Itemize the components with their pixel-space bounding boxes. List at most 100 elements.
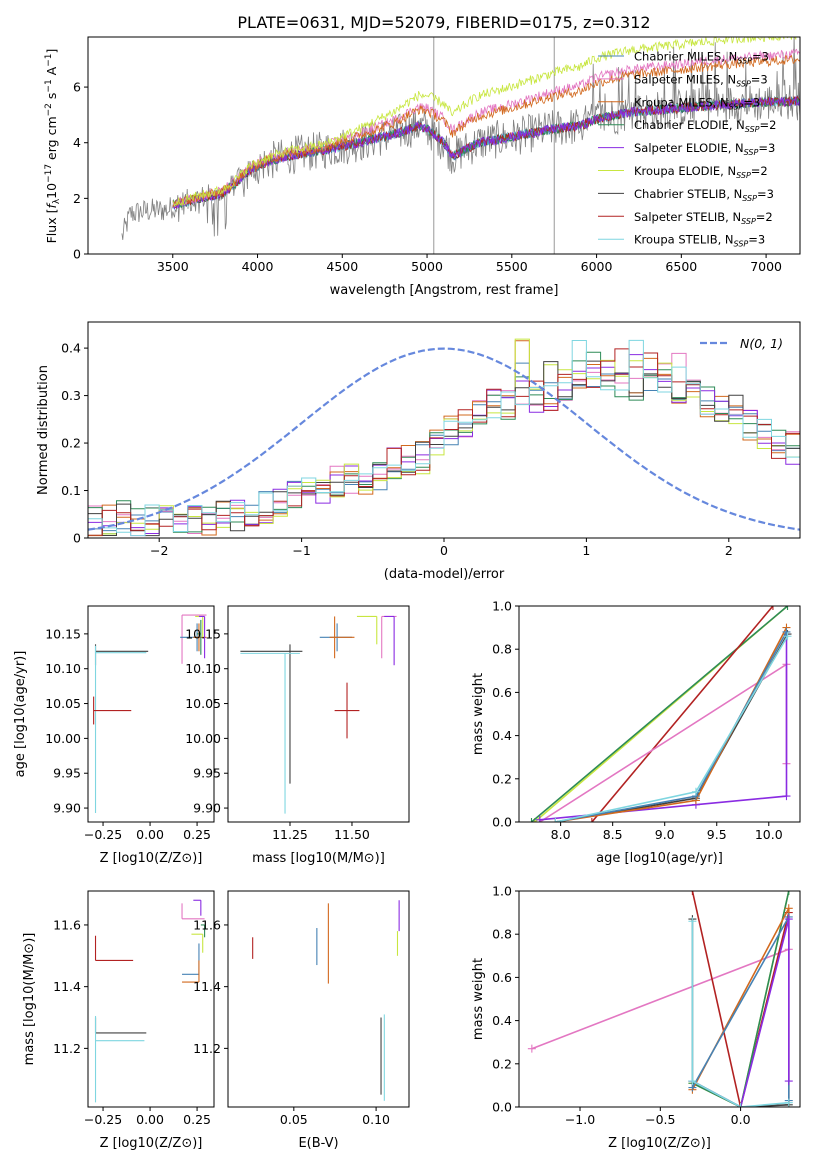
- y-axis-label: age [log10(age/yr)]: [13, 651, 28, 778]
- y-axis-label-part: −17: [44, 164, 54, 183]
- age-vs-Z-frame: [87, 605, 215, 823]
- y-tick-label: 10.15: [45, 626, 81, 641]
- legend-suffix: =3: [752, 50, 769, 64]
- salpeter_stelib-weight-line: [591, 606, 774, 822]
- y-axis-label: Normed distribution: [36, 365, 51, 495]
- salpeter_stelib-model-line: [172, 95, 800, 209]
- kroupa_stelib-marker: [688, 1077, 697, 1086]
- kroupa_stelib-marker: [784, 1098, 793, 1107]
- x-tick-label: 10.0: [755, 827, 783, 842]
- age-vs-mass-frame: [227, 605, 410, 823]
- y-tick-label: 0.3: [61, 388, 81, 403]
- age-vs-Z-axes: −0.25 0.00 0.25 9.90 9.95 10.00 10.05 10.10 10.1…: [13, 605, 215, 866]
- legend-entry: Chabrier ELODIE, NSSP=2: [634, 118, 776, 134]
- spectrum-plot-area: [121, 37, 800, 254]
- y-tick-label: 1.0: [492, 884, 512, 899]
- weight-vs-age-axes: 8.0 8.5 9.0 9.5 10.0 0.0 0.2 0.4 0.6 0.8 1.0 age [l…: [471, 599, 801, 866]
- y-tick-label: 0.6: [492, 970, 512, 985]
- y-axis-label-part: Flux [: [44, 209, 59, 244]
- y-tick-label: 0.2: [492, 771, 512, 786]
- legend-entry: Kroupa MILES, NSSP=3: [634, 95, 760, 111]
- y-tick-label: 10.15: [185, 626, 221, 641]
- y-tick-label: 0.2: [492, 1056, 512, 1071]
- y-axis-label-part: −1: [44, 79, 54, 92]
- legend-label: Chabrier STELIB, N: [634, 187, 742, 201]
- kroupa_miles-point: [329, 616, 355, 659]
- y-tick-label: 4: [73, 135, 81, 150]
- legend-entry: Salpeter ELODIE, NSSP=3: [634, 141, 775, 157]
- residuals-plot-area: [88, 338, 800, 537]
- legend-sub: SSP: [742, 194, 757, 203]
- spectrum-axes: 3500 4000 4500 5000 5500 6000 6500 7000 0 2 4 6 wave…: [44, 36, 801, 298]
- mass-vs-Z-frame: [87, 890, 215, 1108]
- kroupa_stelib-marker: [783, 632, 792, 641]
- x-tick-label: 8.5: [603, 827, 623, 842]
- y-tick-label: 11.6: [53, 917, 81, 932]
- kroupa_stelib-weight-line: [555, 635, 789, 822]
- weight-vs-age-frame: [518, 605, 801, 823]
- y-tick-label: 9.95: [53, 766, 81, 781]
- chabrier_stelib-weight-line: [691, 919, 789, 1107]
- chabrier_stelib-point: [94, 644, 149, 666]
- y-tick-label: 0.0: [492, 1100, 512, 1115]
- salpeter_miles-point: [181, 614, 207, 664]
- weight-vs-age-plot-area: [527, 606, 792, 822]
- kroupa_stelib-point: [94, 1015, 145, 1103]
- chabrier_miles-point: [182, 943, 200, 975]
- legend-suffix: =3: [743, 95, 760, 109]
- x-tick-label: 3500: [157, 259, 189, 274]
- x-tick-label: 5500: [496, 259, 528, 274]
- kroupa_stelib-histogram: [88, 339, 800, 537]
- x-axis-label: Z [log10(Z/Z⊙)]: [608, 1136, 711, 1151]
- legend-label: Kroupa ELODIE, N: [634, 164, 736, 178]
- legend-sub: SSP: [744, 148, 759, 157]
- legend-label: Salpeter ELODIE, N: [634, 141, 744, 155]
- x-tick-label: 0.10: [362, 1112, 390, 1127]
- legend-entry: Kroupa STELIB, NSSP=3: [634, 233, 765, 249]
- x-tick-label: 4000: [242, 259, 274, 274]
- weight-vs-Z-axes: −1.0 −0.5 0.0 0.0 0.2 0.4 0.6 0.8 1.0 Z [log10(Z/…: [471, 884, 801, 1151]
- x-tick-label: 6000: [581, 259, 613, 274]
- kroupa_stelib-point: [240, 652, 300, 814]
- salpeter_elodie-marker: [784, 915, 793, 924]
- y-tick-label: 0.8: [492, 642, 512, 657]
- y-tick-label: 11.2: [53, 1041, 81, 1056]
- kroupa_elodie-model-line: [172, 37, 797, 208]
- weight-vs-Z-frame: [518, 890, 801, 1108]
- gaussian-curve: [88, 347, 800, 531]
- y-tick-label: 2: [73, 191, 81, 206]
- kroupa_stelib-marker: [691, 787, 700, 796]
- mass-vs-EBV-axes: 0.05 0.10 11.2 11.4 11.6 E(B-V): [193, 890, 410, 1151]
- x-tick-label: 1: [582, 543, 590, 558]
- kroupa_stelib-marker: [688, 917, 697, 926]
- weight-vs-age-panel: 8.0 8.5 9.0 9.5 10.0 0.0 0.2 0.4 0.6 0.8 1.0 age [l…: [471, 599, 801, 866]
- y-tick-label: 1.0: [492, 599, 512, 614]
- y-tick-label: 11.4: [193, 979, 221, 994]
- x-tick-label: 0.25: [183, 1112, 211, 1127]
- y-tick-label: 11.2: [193, 1041, 221, 1056]
- kroupa_miles-marker: [784, 904, 793, 913]
- legend-label: Chabrier MILES, N: [634, 50, 737, 64]
- x-tick-label: −1: [292, 543, 310, 558]
- salpeter_miles-marker: [527, 1044, 536, 1053]
- age-vs-mass-panel: 11.25 11.50 9.90 9.95 10.00 10.05 10.10 10.15 ma…: [185, 605, 410, 866]
- age-vs-Z-panel: −0.25 0.00 0.25 9.90 9.95 10.00 10.05 10.10 10.1…: [13, 605, 215, 866]
- salpeter_stelib-marker: [688, 891, 697, 895]
- y-tick-label: 0: [73, 247, 81, 262]
- chabrier_miles-weight-line: [691, 913, 790, 1101]
- legend-label: Salpeter STELIB, N: [634, 210, 741, 224]
- chabrier_elodie-marker: [527, 818, 536, 822]
- y-tick-label: 10.05: [45, 696, 81, 711]
- legend-entry: Chabrier MILES, NSSP=3: [634, 50, 769, 66]
- salpeter_elodie-marker: [784, 1077, 793, 1086]
- y-tick-label: 0.8: [492, 927, 512, 942]
- y-tick-label: 0.2: [61, 436, 81, 451]
- salpeter_miles-point: [181, 903, 205, 920]
- y-tick-label: 10.00: [185, 731, 221, 746]
- salpeter_elodie-weight-line: [539, 634, 788, 821]
- chabrier_miles-marker: [782, 627, 791, 636]
- x-tick-label: 0.25: [183, 827, 211, 842]
- y-tick-label: 0.4: [61, 341, 81, 356]
- chabrier_stelib-point: [94, 1017, 147, 1034]
